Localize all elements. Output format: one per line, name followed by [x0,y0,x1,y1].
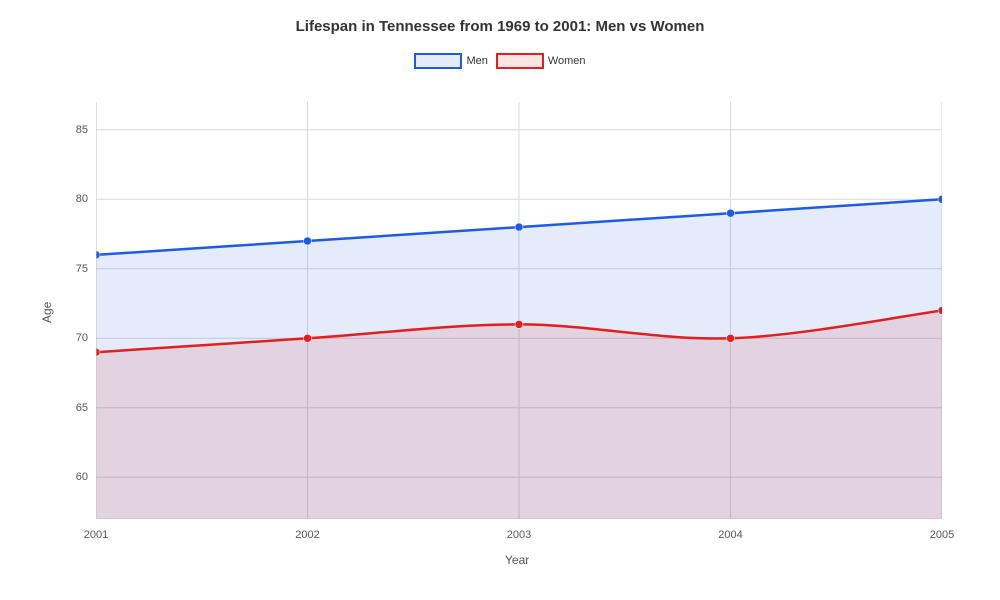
chart-title: Lifespan in Tennessee from 1969 to 2001:… [0,0,1000,35]
y-tick-label: 60 [58,471,88,483]
y-tick-label: 85 [58,124,88,136]
legend-item-men: Men [414,53,487,69]
chart-plot [96,102,942,519]
legend-swatch-men [414,53,462,69]
x-tick-label: 2004 [718,529,742,541]
chart-legend: Men Women [0,53,1000,69]
chart-container: Lifespan in Tennessee from 1969 to 2001:… [0,0,1000,600]
y-tick-label: 80 [58,193,88,205]
x-tick-label: 2001 [84,529,108,541]
y-tick-label: 75 [58,263,88,275]
x-tick-label: 2002 [295,529,319,541]
x-tick-label: 2005 [930,529,954,541]
legend-swatch-women [496,53,544,69]
legend-item-women: Women [496,53,586,69]
x-axis-label: Year [505,553,529,567]
x-tick-label: 2003 [507,529,531,541]
y-axis-label: Age [40,301,54,322]
legend-label-men: Men [466,55,487,67]
y-tick-label: 70 [58,332,88,344]
legend-label-women: Women [548,55,586,67]
y-tick-label: 65 [58,402,88,414]
